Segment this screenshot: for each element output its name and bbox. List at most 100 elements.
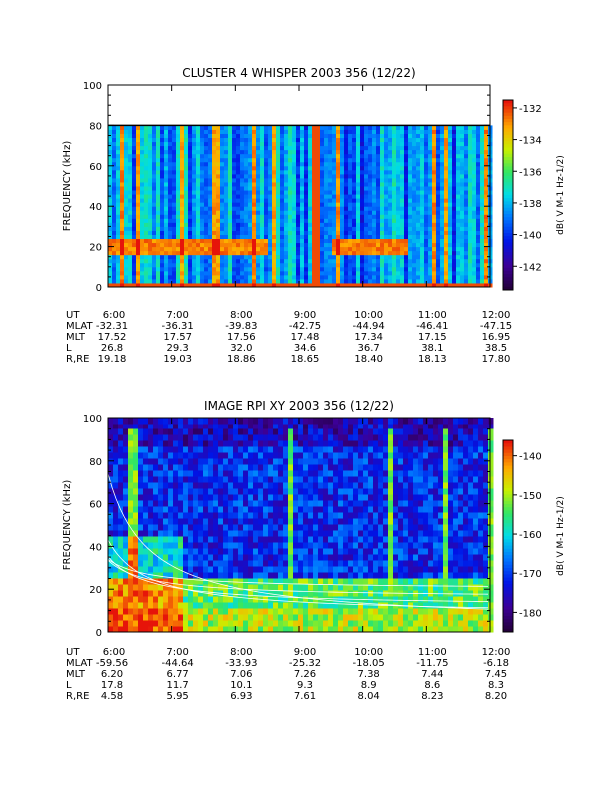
spectrogram-cell bbox=[308, 190, 313, 195]
spectrogram-cell bbox=[152, 174, 157, 179]
spectrogram-cell bbox=[256, 243, 261, 248]
spectrogram-cell bbox=[324, 182, 329, 187]
spectrogram-cell bbox=[416, 133, 421, 138]
spectrogram-cell bbox=[424, 154, 429, 159]
spectrogram-cell bbox=[408, 138, 413, 143]
spectrogram-cell bbox=[164, 170, 169, 175]
spectrogram-cell bbox=[412, 194, 417, 199]
spectrogram-cell bbox=[404, 182, 409, 187]
spectrogram-cell bbox=[124, 182, 129, 187]
spectrogram-cell bbox=[216, 255, 221, 260]
spectrogram-cell bbox=[172, 174, 177, 179]
ephemeris-value: 19.18 bbox=[98, 354, 127, 365]
spectrogram-cell bbox=[380, 198, 385, 203]
spectrogram-cell bbox=[380, 166, 385, 171]
spectrogram-cell bbox=[268, 154, 273, 159]
spectrogram-cell bbox=[352, 243, 357, 248]
spectrogram-cell bbox=[380, 275, 385, 280]
spectrogram-cell bbox=[148, 590, 154, 597]
colorbar-cell bbox=[503, 220, 513, 224]
spectrogram-cell bbox=[296, 230, 301, 235]
spectrogram-cell bbox=[248, 182, 253, 187]
spectrogram-cell bbox=[160, 142, 165, 147]
spectrogram-cell bbox=[143, 614, 149, 621]
spectrogram-cell bbox=[404, 170, 409, 175]
spectrogram-cell bbox=[188, 608, 194, 615]
spectrogram-cell bbox=[244, 226, 249, 231]
spectrogram-cell bbox=[408, 146, 413, 151]
spectrogram-cell bbox=[236, 255, 241, 260]
spectrogram-cell bbox=[352, 271, 357, 276]
spectrogram-cell bbox=[480, 154, 485, 159]
spectrogram-cell bbox=[178, 572, 184, 579]
spectrogram-cell bbox=[356, 263, 361, 268]
spectrogram-cell bbox=[203, 418, 209, 425]
spectrogram-cell bbox=[316, 275, 321, 280]
spectrogram-cell bbox=[193, 458, 199, 465]
spectrogram-cell bbox=[396, 279, 401, 284]
spectrogram-cell bbox=[256, 146, 261, 151]
spectrogram-cell bbox=[153, 418, 159, 425]
spectrogram-cell bbox=[140, 182, 145, 187]
spectrogram-cell bbox=[160, 259, 165, 264]
spectrogram-cell bbox=[432, 158, 437, 163]
spectrogram-cell bbox=[148, 608, 154, 615]
spectrogram-cell bbox=[183, 590, 189, 597]
spectrogram-cell bbox=[133, 464, 139, 471]
colorbar-cell bbox=[503, 284, 513, 288]
spectrogram-cell bbox=[196, 218, 201, 223]
spectrogram-cell bbox=[448, 271, 453, 276]
spectrogram-cell bbox=[220, 222, 225, 227]
spectrogram-cell bbox=[120, 243, 125, 248]
spectrogram-cell bbox=[472, 133, 477, 138]
spectrogram-cell bbox=[138, 620, 144, 627]
spectrogram-cell bbox=[260, 133, 265, 138]
spectrogram-cell bbox=[452, 154, 457, 159]
spectrogram-cell bbox=[412, 142, 417, 147]
spectrogram-cell bbox=[172, 243, 177, 248]
spectrogram-cell bbox=[152, 182, 157, 187]
spectrogram-cell bbox=[360, 198, 365, 203]
colorbar-cell bbox=[503, 141, 513, 145]
spectrogram-cell bbox=[176, 202, 181, 207]
spectrogram-cell bbox=[138, 440, 144, 447]
spectrogram-cell bbox=[328, 222, 333, 227]
spectrogram-cell bbox=[316, 150, 321, 155]
spectrogram-cell bbox=[218, 536, 224, 543]
spectrogram-cell bbox=[332, 133, 337, 138]
spectrogram-cell bbox=[356, 174, 361, 179]
spectrogram-cell bbox=[220, 214, 225, 219]
spectrogram-cell bbox=[240, 162, 245, 167]
spectrogram-cell bbox=[344, 251, 349, 256]
spectrogram-cell bbox=[296, 146, 301, 151]
spectrogram-cell bbox=[364, 279, 369, 284]
spectrogram-cell bbox=[188, 470, 194, 477]
spectrogram-cell bbox=[348, 279, 353, 284]
spectrogram-cell bbox=[156, 133, 161, 138]
spectrogram-cell bbox=[432, 226, 437, 231]
spectrogram-cell bbox=[180, 210, 185, 215]
spectrogram-cell bbox=[432, 234, 437, 239]
spectrogram-cell bbox=[456, 247, 461, 252]
spectrogram-cell bbox=[404, 146, 409, 151]
spectrogram-cell bbox=[223, 464, 229, 471]
spectrogram-cell bbox=[380, 129, 385, 134]
spectrogram-cell bbox=[380, 251, 385, 256]
spectrogram-cell bbox=[233, 488, 239, 495]
spectrogram-cell bbox=[408, 206, 413, 211]
spectrogram-cell bbox=[113, 446, 119, 453]
spectrogram-cell bbox=[180, 226, 185, 231]
spectrogram-cell bbox=[428, 194, 433, 199]
spectrogram-cell bbox=[220, 129, 225, 134]
spectrogram-cell bbox=[220, 247, 225, 252]
spectrogram-cell bbox=[348, 210, 353, 215]
spectrogram-cell bbox=[208, 267, 213, 272]
spectrogram-cell bbox=[116, 239, 121, 244]
spectrogram-cell bbox=[364, 230, 369, 235]
spectrogram-cell bbox=[233, 548, 239, 555]
spectrogram-cell bbox=[468, 206, 473, 211]
spectrogram-cell bbox=[384, 259, 389, 264]
spectrogram-cell bbox=[152, 154, 157, 159]
spectrogram-cell bbox=[384, 129, 389, 134]
spectrogram-cell bbox=[172, 162, 177, 167]
